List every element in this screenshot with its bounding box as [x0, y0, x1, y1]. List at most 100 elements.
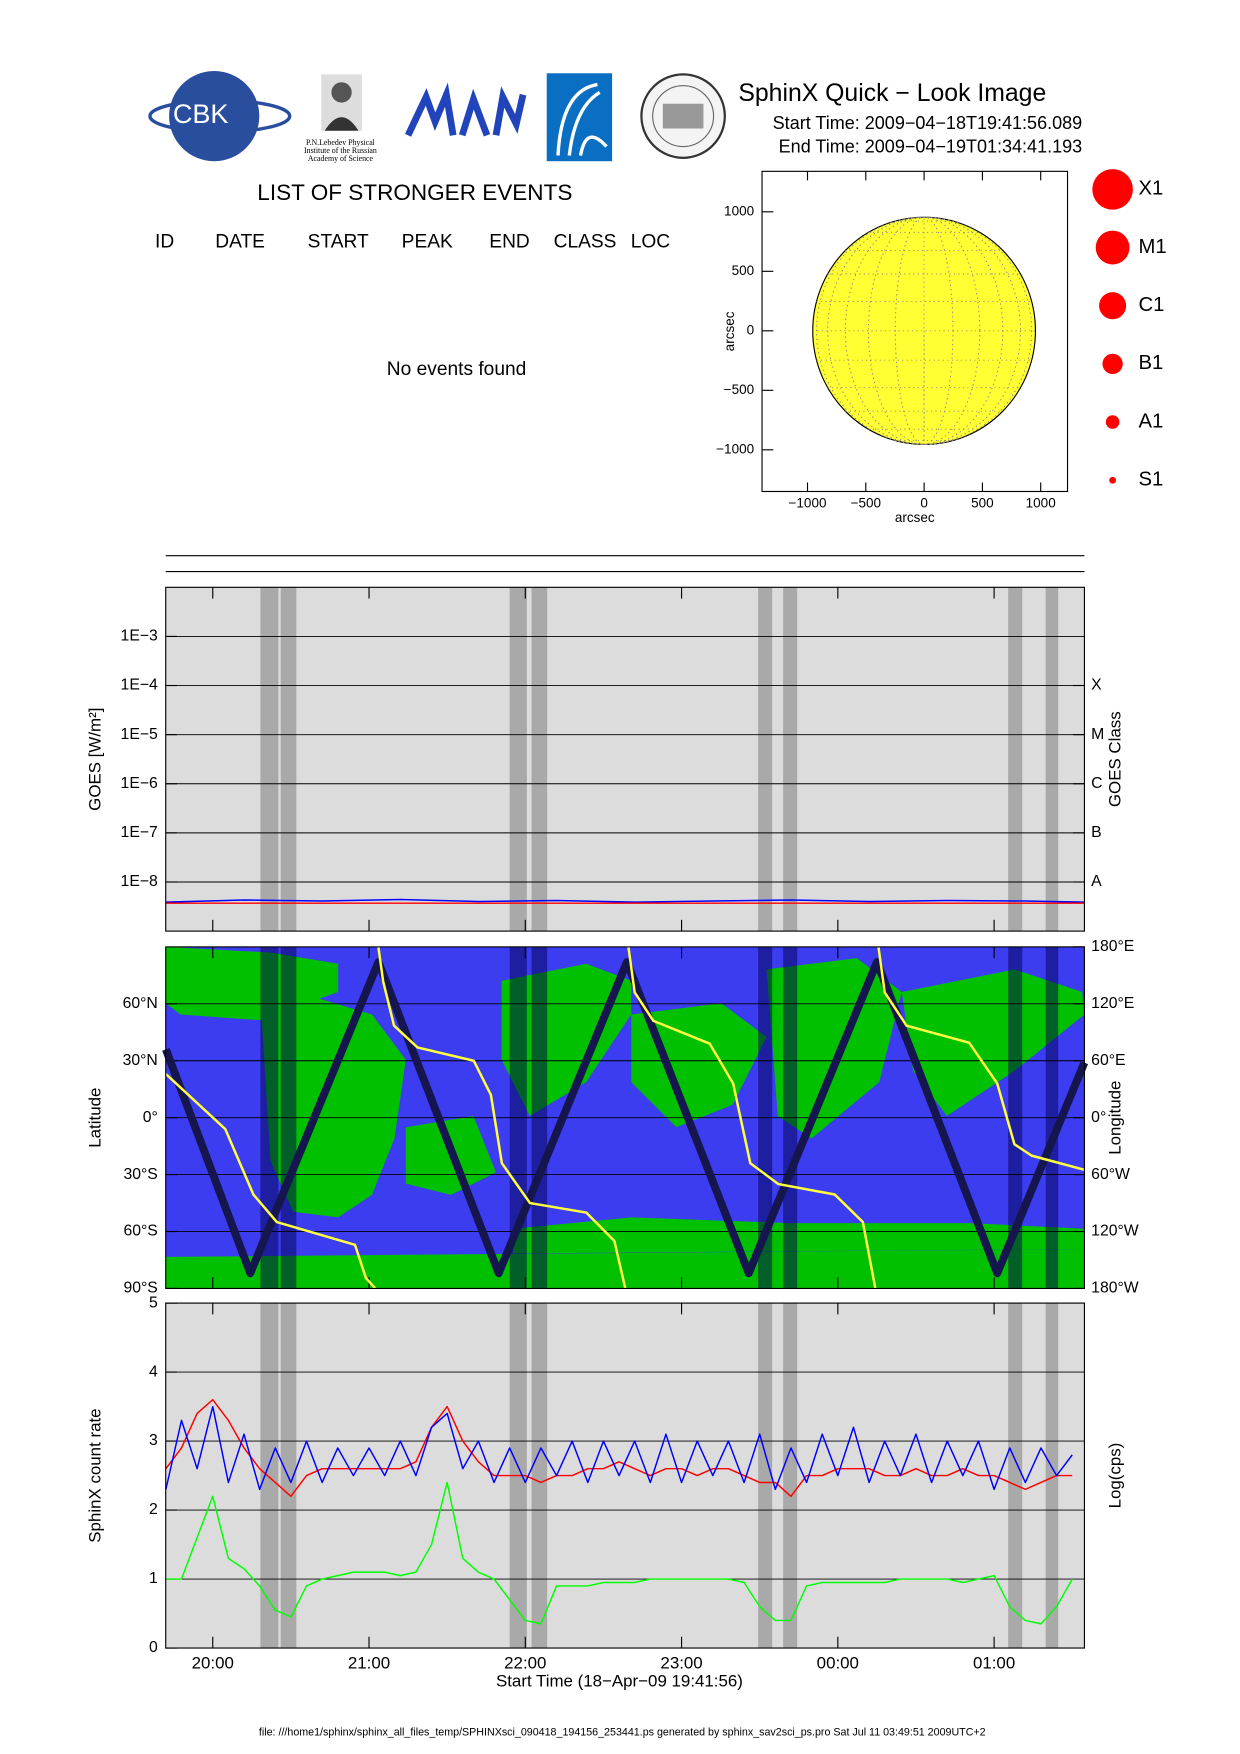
y2-tick-label: 120°W — [1091, 1223, 1139, 1240]
column-header: PEAK — [402, 231, 453, 252]
plot-frame — [165, 586, 1085, 932]
legend-label: B1 — [1139, 352, 1164, 374]
land-region — [901, 969, 1085, 1116]
lebedev-text: Institute of the Russian — [304, 146, 377, 155]
legend-marker — [1102, 353, 1123, 375]
legend-marker — [1095, 230, 1130, 265]
x-axis-label: Start Time (18−Apr−09 19:41:56) — [496, 1671, 743, 1690]
events-message: No events found — [387, 359, 527, 380]
column-header: END — [489, 231, 529, 252]
y-tick-label: 4 — [149, 1363, 158, 1380]
cbk-text: CBK — [173, 99, 229, 129]
y2-tick-label: 60°W — [1091, 1166, 1130, 1183]
land-region — [631, 1003, 767, 1128]
lebedev-text: Academy of Science — [308, 154, 374, 163]
shaded-interval — [260, 1303, 279, 1649]
y2-tick-label: 180°E — [1091, 938, 1134, 955]
cbk-logo: CBK — [148, 71, 292, 162]
land-region — [766, 958, 902, 1139]
shaded-interval — [1008, 587, 1023, 932]
legend-label: X1 — [1139, 178, 1164, 200]
y2-axis-label: Longitude — [1105, 1081, 1124, 1155]
y-tick-label: 500 — [732, 263, 755, 278]
column-header: LOC — [631, 231, 671, 252]
y2-tick-label: 120°E — [1091, 995, 1134, 1012]
shaded-interval — [758, 587, 773, 932]
y-tick-label: 90°S — [123, 1280, 157, 1297]
shaded-interval — [260, 587, 279, 932]
lebedev-logo: P.N.Lebedev Physical Institute of the Ru… — [304, 74, 377, 163]
y-tick-label: 0 — [747, 322, 755, 337]
y-tick-label: 1000 — [724, 203, 754, 218]
institute-logo — [546, 73, 613, 162]
end-time: End Time: 2009−04−19T01:34:41.193 — [779, 136, 1083, 156]
y-tick-label: 30°N — [123, 1052, 158, 1069]
y-axis-label: GOES [W/m²] — [85, 708, 104, 811]
x-tick-label: 22:00 — [504, 1653, 546, 1672]
y2-tick-label: M — [1091, 726, 1104, 743]
y-tick-label: 3 — [149, 1432, 158, 1449]
legend-label: C1 — [1139, 294, 1165, 316]
plot-background — [165, 587, 1085, 932]
y-tick-label: 5 — [149, 1294, 158, 1311]
plot-frame — [165, 1302, 1085, 1649]
legend-label: M1 — [1139, 236, 1167, 258]
shaded-interval — [280, 587, 297, 932]
y-tick-label: 0° — [143, 1109, 158, 1126]
legend-marker — [1109, 476, 1116, 484]
x-tick-label: −1000 — [789, 495, 827, 510]
data-line — [165, 1405, 1073, 1491]
y-axis-label: Latitude — [85, 1088, 104, 1148]
disk-meridian — [816, 216, 1033, 445]
y2-tick-label: C — [1091, 775, 1102, 792]
y2-axis-label: Log(cps) — [1105, 1443, 1124, 1509]
legend-marker — [1099, 292, 1127, 320]
y-tick-label: 1E−6 — [121, 775, 158, 792]
y-axis-label: SphinX count rate — [85, 1408, 104, 1542]
x-tick-label: 500 — [971, 495, 994, 510]
legend-label: S1 — [1139, 469, 1164, 491]
lebedev-text: P.N.Lebedev Physical — [306, 138, 376, 147]
column-header: DATE — [215, 231, 265, 252]
y2-tick-label: X — [1091, 677, 1102, 694]
y-tick-label: 1E−4 — [121, 677, 158, 694]
mian-logo — [405, 82, 527, 137]
y-tick-label: −500 — [724, 382, 754, 397]
plot-frame — [761, 170, 1069, 493]
x-tick-label: −500 — [851, 495, 881, 510]
column-header: ID — [155, 231, 174, 252]
shaded-interval — [1008, 1303, 1023, 1649]
land-region — [165, 1248, 1085, 1289]
y-tick-label: 1E−3 — [121, 628, 158, 645]
data-line — [165, 1481, 1073, 1625]
data-line — [165, 1398, 1073, 1497]
shaded-interval — [531, 587, 548, 932]
y2-tick-label: A — [1091, 873, 1102, 890]
y-tick-label: 1E−8 — [121, 873, 158, 890]
y-tick-label: 1 — [149, 1570, 158, 1587]
data-line — [165, 898, 1085, 903]
footer: file: ///home1/sphinx/sphinx_all_files_t… — [259, 1726, 986, 1738]
land-region — [512, 1217, 1085, 1254]
legend-label: A1 — [1139, 410, 1164, 432]
column-header: START — [308, 231, 369, 252]
y-axis-label: arcsec — [722, 311, 737, 351]
x-tick-label: 21:00 — [348, 1653, 390, 1672]
page-title: SphinX Quick − Look Image — [738, 80, 1046, 107]
x-tick-label: 0 — [920, 495, 928, 510]
y2-axis-label: GOES Class — [1105, 711, 1124, 807]
y-tick-label: 60°S — [123, 1223, 157, 1240]
y-tick-label: 1E−7 — [121, 824, 158, 841]
legend-marker — [1092, 169, 1133, 210]
start-time: Start Time: 2009−04−18T19:41:56.089 — [773, 113, 1083, 133]
university-seal — [640, 73, 726, 159]
land-regions — [165, 946, 1085, 1289]
y2-tick-label: 60°E — [1091, 1052, 1125, 1069]
legend-marker — [1105, 415, 1120, 429]
plot-frame — [165, 946, 1085, 1290]
shaded-interval — [783, 587, 798, 932]
y-tick-label: 0 — [149, 1639, 158, 1656]
x-tick-label: 23:00 — [660, 1653, 702, 1672]
y2-tick-label: 180°W — [1091, 1280, 1139, 1297]
